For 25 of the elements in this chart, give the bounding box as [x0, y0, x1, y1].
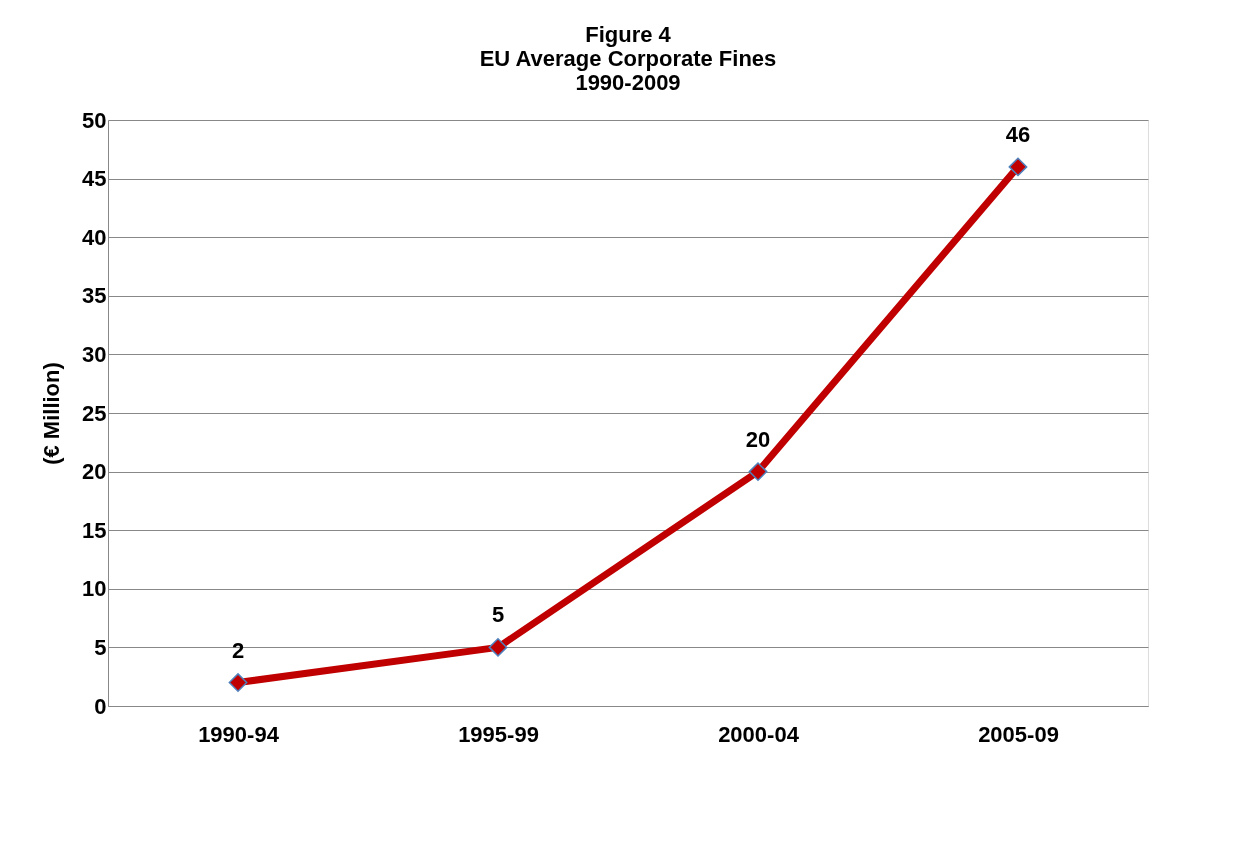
- x-tick-label: 1990-94: [198, 721, 280, 747]
- y-tick-label: 35: [82, 283, 107, 309]
- data-label: 2: [231, 637, 245, 663]
- y-tick-label: 50: [82, 107, 107, 133]
- y-tick-label: 5: [94, 634, 107, 660]
- data-label: 5: [491, 602, 505, 628]
- point: [488, 637, 508, 657]
- point: [748, 462, 768, 482]
- x-tick-label: 2005-09: [978, 721, 1059, 747]
- y-tick-label: 40: [82, 224, 107, 250]
- data-label: 46: [1005, 121, 1031, 147]
- data-label: 20: [745, 426, 771, 452]
- y-tick-label: 0: [94, 693, 107, 719]
- y-tick-label: 45: [82, 166, 107, 192]
- y-tick-label: 20: [82, 459, 107, 485]
- y-tick-label: 30: [82, 341, 107, 367]
- chart-title: Figure 4 EU Average Corporate Fines 1990-2009: [479, 22, 777, 95]
- y-axis-title: (€ Million): [39, 362, 65, 465]
- point: [1008, 157, 1028, 177]
- point: [228, 673, 248, 692]
- x-tick-label: 1995-99: [458, 721, 539, 747]
- x-tick-label: 2000-04: [718, 721, 800, 747]
- y-tick-label: 10: [82, 576, 107, 602]
- y-tick-label: 25: [82, 400, 107, 426]
- y-tick-label: 15: [82, 517, 107, 543]
